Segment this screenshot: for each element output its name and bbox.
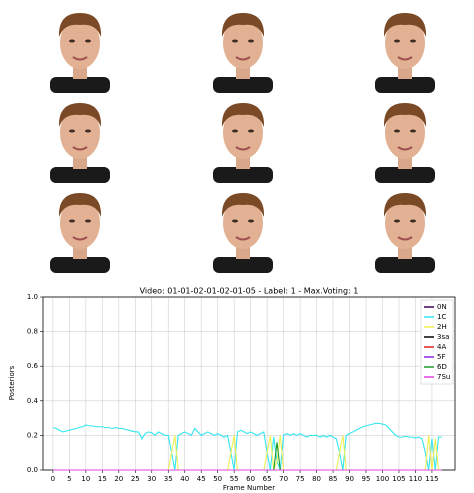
legend-label: 7Su xyxy=(437,373,450,381)
face-image xyxy=(49,192,111,274)
x-tick-label: 25 xyxy=(131,475,140,483)
x-tick-label: 75 xyxy=(296,475,305,483)
x-axis-label: Frame Number xyxy=(223,484,275,492)
face-image xyxy=(374,192,436,274)
legend-label: 0N xyxy=(437,303,447,311)
face-image xyxy=(212,102,274,184)
x-tick-label: 105 xyxy=(392,475,405,483)
y-tick-label: 0.2 xyxy=(27,431,38,439)
legend-label: 5F xyxy=(437,353,445,361)
x-tick-label: 60 xyxy=(246,475,255,483)
x-tick-label: 50 xyxy=(213,475,222,483)
x-tick-label: 90 xyxy=(345,475,354,483)
x-tick-label: 10 xyxy=(81,475,90,483)
y-tick-label: 0.0 xyxy=(27,466,38,474)
x-tick-label: 110 xyxy=(409,475,422,483)
y-axis-label: Posteriors xyxy=(8,365,16,400)
x-tick-label: 85 xyxy=(329,475,338,483)
plot-frame xyxy=(42,296,456,471)
y-tick-label: 0.8 xyxy=(27,328,38,336)
legend-box xyxy=(420,299,454,385)
y-tick-label: 1.0 xyxy=(27,293,38,301)
legend-label: 1C xyxy=(437,313,446,321)
legend-label: 2H xyxy=(437,323,447,331)
face-image xyxy=(212,192,274,274)
chart-title: Video: 01-01-02-01-02-01-05 - Label: 1 -… xyxy=(140,287,359,296)
x-tick-label: 40 xyxy=(180,475,189,483)
series-line xyxy=(52,422,442,471)
face-image xyxy=(374,12,436,94)
series-line xyxy=(52,442,442,471)
face-images xyxy=(49,12,436,274)
face-image xyxy=(374,102,436,184)
x-tick-label: 80 xyxy=(312,475,321,483)
legend-label: 4A xyxy=(437,343,446,351)
x-tick-label: 55 xyxy=(230,475,239,483)
x-tick-label: 70 xyxy=(279,475,288,483)
face-image xyxy=(212,12,274,94)
x-tick-label: 5 xyxy=(67,475,71,483)
x-tick-label: 15 xyxy=(98,475,107,483)
x-tick-label: 45 xyxy=(197,475,206,483)
x-tick-label: 0 xyxy=(51,475,55,483)
x-tick-label: 35 xyxy=(164,475,173,483)
legend-label: 6D xyxy=(437,363,447,371)
x-tick-label: 30 xyxy=(147,475,156,483)
x-tick-label: 95 xyxy=(362,475,371,483)
x-tick-label: 20 xyxy=(114,475,123,483)
face-image xyxy=(49,102,111,184)
x-tick-label: 100 xyxy=(376,475,389,483)
x-tick-label: 65 xyxy=(263,475,272,483)
series-line xyxy=(52,435,442,471)
face-image xyxy=(49,12,111,94)
legend-label: 3sa xyxy=(437,333,449,341)
y-tick-label: 0.4 xyxy=(27,397,39,405)
x-tick-label: 115 xyxy=(425,475,438,483)
y-tick-label: 0.6 xyxy=(27,362,39,370)
